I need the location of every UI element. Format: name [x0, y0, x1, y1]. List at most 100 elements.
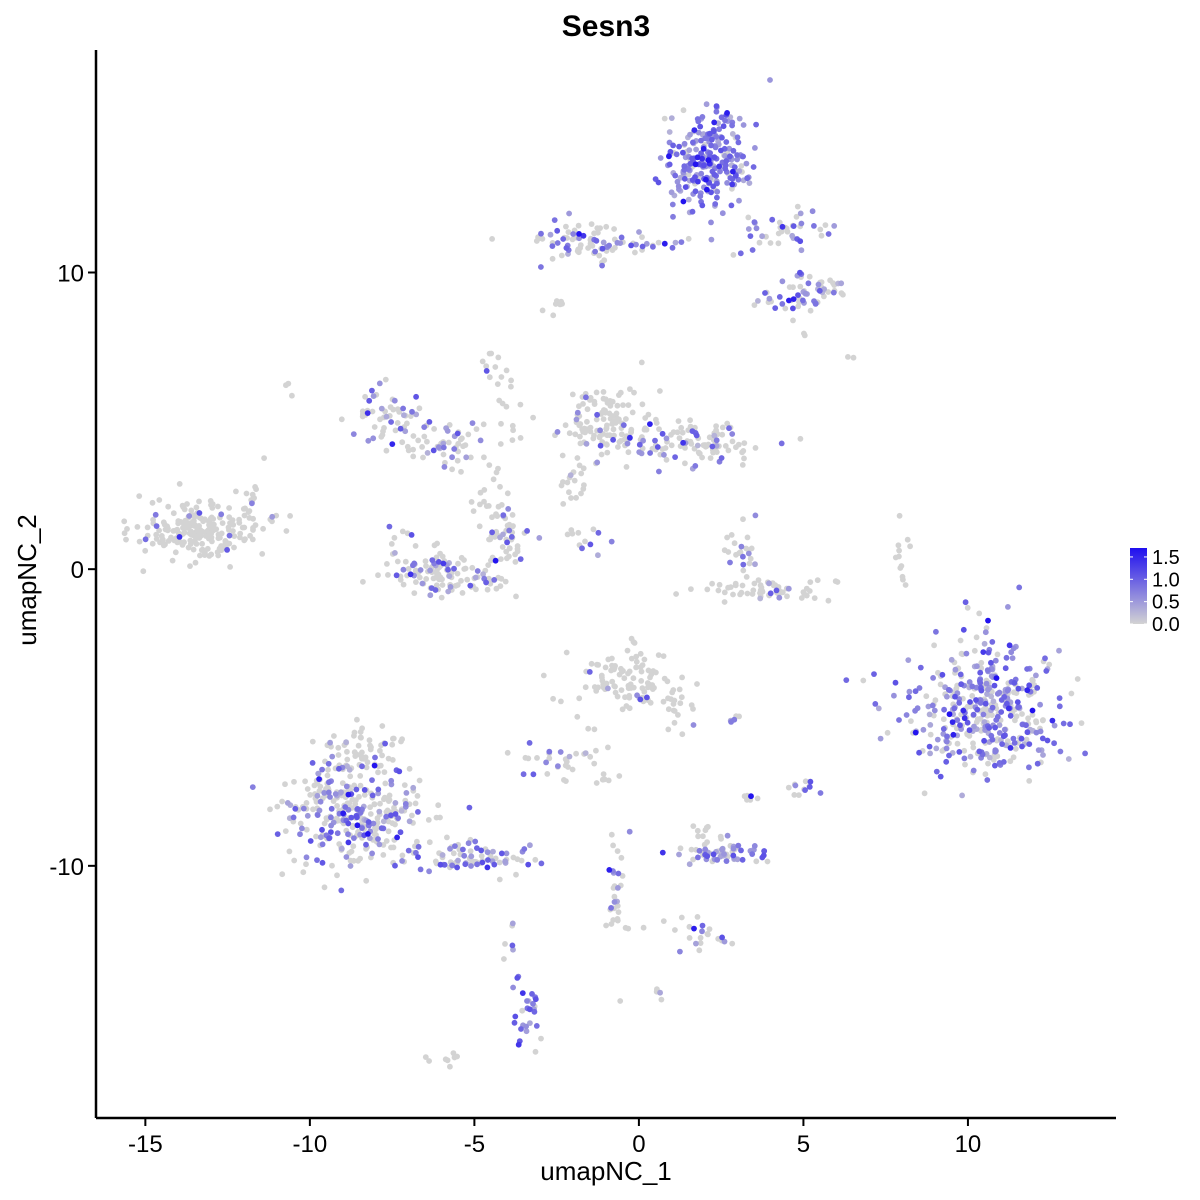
cell-point — [713, 423, 719, 429]
cell-point — [458, 554, 465, 561]
cell-point — [410, 453, 417, 460]
cell-point — [917, 664, 924, 671]
cell-point — [566, 753, 573, 760]
cell-point — [1057, 748, 1064, 755]
cell-point — [1015, 704, 1021, 711]
cell-point — [369, 777, 375, 783]
cell-point — [679, 674, 685, 681]
cell-point — [562, 422, 569, 429]
cell-point — [690, 722, 697, 728]
cell-point — [700, 145, 707, 152]
cell-point — [648, 671, 655, 678]
cell-point — [696, 847, 703, 854]
cell-point — [940, 716, 947, 723]
cell-point — [599, 262, 605, 269]
cell-point — [800, 297, 806, 304]
cell-point — [984, 667, 991, 673]
cell-point — [728, 532, 735, 538]
cell-point — [748, 793, 754, 800]
cell-point — [446, 573, 453, 579]
cell-point — [392, 811, 399, 817]
cell-point — [287, 513, 293, 519]
cell-point — [677, 700, 684, 707]
cell-point — [502, 578, 509, 585]
cell-point — [153, 536, 160, 542]
cell-point — [718, 455, 725, 461]
cell-point — [988, 659, 994, 666]
cell-point — [594, 459, 601, 466]
cell-point — [709, 443, 716, 450]
cell-point — [731, 540, 738, 547]
cell-point — [633, 658, 640, 665]
cell-point — [637, 650, 644, 657]
cell-point — [981, 737, 987, 744]
cell-point — [325, 766, 331, 773]
cell-point — [976, 748, 983, 755]
cell-point — [797, 238, 804, 245]
cell-point — [468, 853, 475, 860]
cell-point — [1033, 729, 1040, 736]
cell-point — [365, 437, 372, 444]
cell-point — [334, 803, 340, 809]
cell-point — [588, 660, 595, 667]
cell-point — [485, 503, 492, 509]
cell-point — [998, 709, 1005, 715]
cell-point — [749, 591, 756, 597]
cell-point — [940, 726, 947, 732]
cell-point — [991, 682, 998, 689]
cell-point — [896, 717, 902, 723]
cell-point — [950, 731, 957, 738]
cell-point — [660, 653, 667, 659]
cell-point — [371, 424, 378, 430]
cell-point — [982, 629, 989, 636]
cell-point — [1001, 726, 1008, 733]
cell-point — [407, 571, 414, 578]
cell-point — [627, 386, 633, 392]
cell-point — [426, 868, 432, 875]
cell-point — [612, 689, 619, 696]
cell-point — [140, 568, 147, 575]
cell-point — [559, 452, 566, 459]
cell-point — [345, 820, 352, 827]
cell-point — [291, 778, 297, 785]
cell-point — [694, 116, 701, 122]
cell-point — [951, 705, 958, 712]
cell-point — [386, 523, 393, 530]
cell-point — [754, 795, 761, 802]
cell-point — [697, 123, 704, 130]
cell-point — [1007, 745, 1014, 751]
cell-point — [625, 925, 632, 932]
cell-point — [784, 593, 790, 600]
cell-point — [412, 800, 419, 807]
cell-point — [335, 744, 342, 751]
cell-point — [621, 675, 628, 682]
cell-point — [509, 422, 516, 429]
cell-point — [740, 561, 747, 568]
cell-point — [660, 918, 667, 924]
cell-point — [745, 550, 752, 557]
cell-point — [526, 1006, 533, 1013]
cell-point — [439, 582, 446, 588]
cell-point — [1078, 720, 1085, 726]
cell-point — [196, 510, 203, 516]
cell-point — [657, 155, 664, 161]
cell-point — [785, 784, 792, 791]
cell-point — [751, 302, 758, 308]
cell-point — [1002, 665, 1009, 672]
cell-point — [639, 685, 646, 692]
cell-point — [204, 545, 211, 552]
cell-point — [674, 429, 681, 436]
cell-point — [595, 684, 601, 691]
cell-point — [641, 426, 648, 433]
cell-point — [316, 776, 322, 782]
x-tick-label: 5 — [797, 1131, 810, 1158]
cell-point — [730, 252, 737, 258]
cell-point — [669, 201, 676, 208]
cell-point — [219, 520, 226, 526]
cell-point — [954, 717, 961, 723]
cell-point — [338, 416, 345, 423]
cell-point — [739, 582, 746, 589]
cell-point — [992, 657, 999, 664]
color-bar — [1130, 548, 1147, 624]
cell-point — [236, 516, 243, 523]
